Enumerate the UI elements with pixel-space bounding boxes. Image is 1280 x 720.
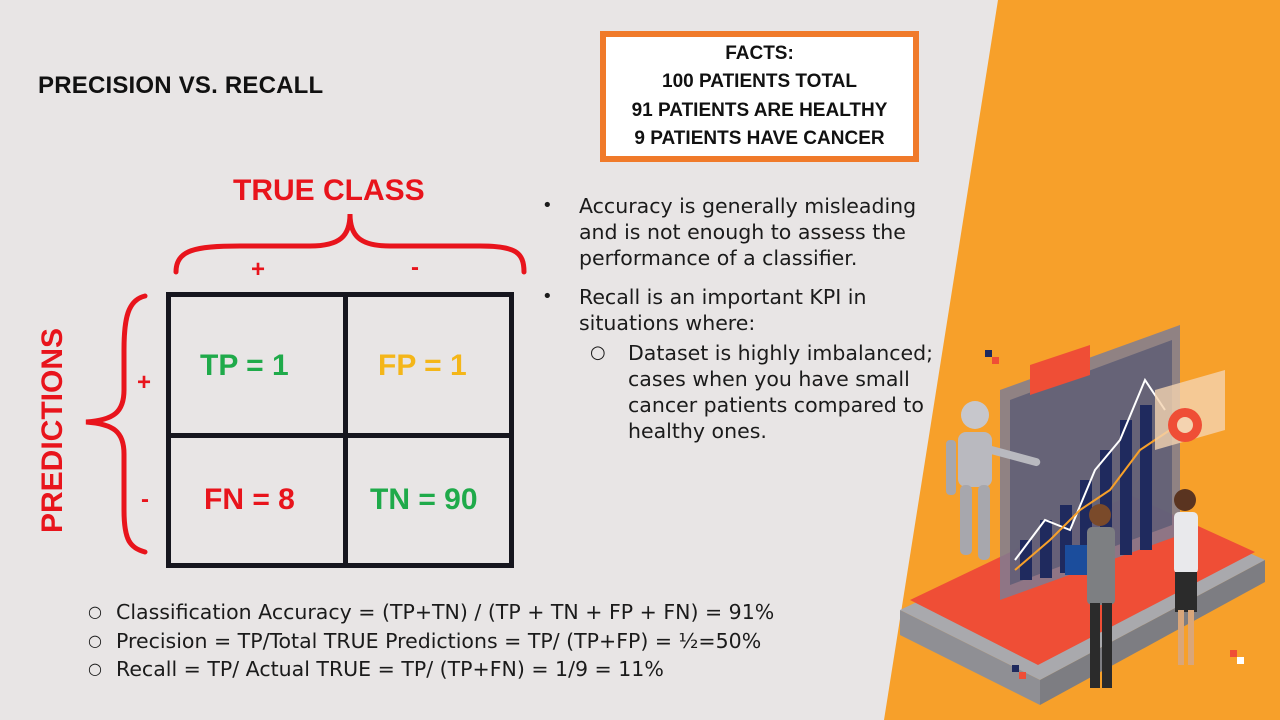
facts-line: 100 PATIENTS TOTAL xyxy=(662,71,857,92)
robot-dashboard-illustration xyxy=(900,325,1265,705)
bullet-text: Accuracy is generally misleading and is … xyxy=(579,194,917,270)
bullet-item: • Accuracy is generally misleading and i… xyxy=(540,193,950,271)
facts-line: 91 PATIENTS ARE HEALTHY xyxy=(631,99,888,121)
row-plus-sign: + xyxy=(137,369,152,396)
matrix-divider-horizontal xyxy=(171,433,509,438)
col-plus-sign: + xyxy=(251,256,266,283)
fn-cell: FN = 8 xyxy=(204,483,295,516)
page-title: PRECISION VS. RECALL xyxy=(38,72,324,99)
sub-bullet-text: Dataset is highly imbalanced; cases when… xyxy=(628,341,934,443)
formula-ring-icon: ○ xyxy=(88,630,102,650)
bullet-text: Recall is an important KPI in situations… xyxy=(579,285,867,335)
facts-line: 9 PATIENTS HAVE CANCER xyxy=(634,128,885,149)
bullet-item: • Recall is an important KPI in situatio… xyxy=(540,284,950,336)
formula-text: Classification Accuracy = (TP+TN) / (TP … xyxy=(116,600,775,624)
formula-recall: ○ Recall = TP/ Actual TRUE = TP/ (TP+FN)… xyxy=(88,655,878,684)
tp-cell: TP = 1 xyxy=(200,349,289,382)
formula-text: Recall = TP/ Actual TRUE = TP/ (TP+FN) =… xyxy=(116,657,664,681)
matrix-divider-vertical xyxy=(343,297,348,563)
facts-box: FACTS: 100 PATIENTS TOTAL 91 PATIENTS AR… xyxy=(600,31,919,162)
bullet-dot-icon: • xyxy=(542,286,553,307)
sub-bullet-item: ○ Dataset is highly imbalanced; cases wh… xyxy=(540,340,950,444)
sub-bullet-ring-icon: ○ xyxy=(590,342,606,363)
formula-accuracy: ○ Classification Accuracy = (TP+TN) / (T… xyxy=(88,598,878,627)
predictions-label: PREDICTIONS xyxy=(36,327,69,533)
col-minus-sign: - xyxy=(411,254,419,281)
row-minus-sign: - xyxy=(141,486,149,513)
bullet-list: • Accuracy is generally misleading and i… xyxy=(540,193,950,444)
formula-text: Precision = TP/Total TRUE Predictions = … xyxy=(116,628,762,653)
formula-ring-icon: ○ xyxy=(88,659,102,678)
facts-heading: FACTS: xyxy=(725,42,794,64)
formula-ring-icon: ○ xyxy=(88,602,102,621)
formula-precision: ○ Precision = TP/Total TRUE Predictions … xyxy=(88,627,878,656)
true-class-label: TRUE CLASS xyxy=(233,174,425,207)
formula-list: ○ Classification Accuracy = (TP+TN) / (T… xyxy=(88,598,878,684)
confusion-matrix xyxy=(166,292,514,568)
tn-cell: TN = 90 xyxy=(370,483,478,516)
fp-cell: FP = 1 xyxy=(378,349,467,382)
bullet-dot-icon: • xyxy=(542,195,553,216)
